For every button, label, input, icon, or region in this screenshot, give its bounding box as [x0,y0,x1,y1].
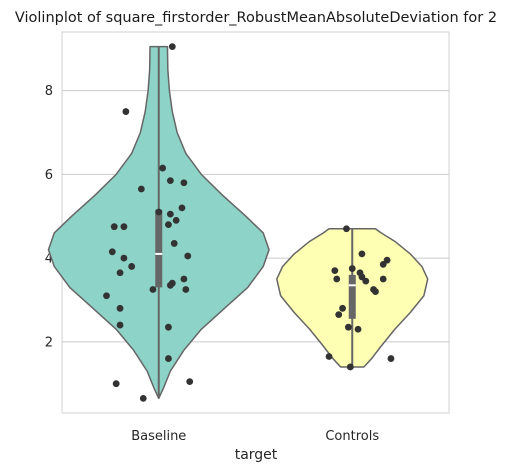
data-point [346,363,354,371]
violin-iqr-box [348,274,356,319]
data-point [372,288,379,295]
data-point [348,265,356,272]
x-axis-label: target [235,447,278,463]
data-point [120,223,128,231]
y-tick-label: 2 [45,335,53,350]
data-point [166,210,174,218]
data-point [112,380,120,388]
data-point [186,378,194,385]
strip-points [103,43,395,402]
data-point [139,394,147,402]
data-point [116,269,124,277]
data-point [168,43,176,51]
data-point [335,311,343,319]
x-tick-label: Controls [325,429,379,444]
y-tick-label: 6 [45,168,53,183]
data-point [165,221,172,228]
data-point [172,217,180,224]
data-point [379,275,387,283]
data-point [116,321,124,329]
data-point [184,252,192,260]
violins [47,45,429,400]
data-point [137,185,145,193]
y-tick-label: 4 [45,252,53,267]
data-point [108,248,116,256]
data-point [120,254,128,262]
data-point [166,281,174,289]
data-point [325,353,333,360]
data-point [387,355,395,362]
data-point [344,323,352,331]
data-point [116,304,124,312]
data-point [180,275,188,283]
data-point [178,204,186,212]
data-point [354,325,362,333]
data-point [379,260,387,268]
x-tick-label: Baseline [131,429,186,444]
data-point [165,355,172,362]
chart-title: Violinplot of square_firstorder_RobustMe… [15,10,497,26]
data-point [149,286,157,293]
violin-controls [276,228,429,368]
violin-iqr-box [155,209,163,288]
data-point [166,177,174,185]
data-point [333,275,341,283]
violin-baseline [47,45,270,400]
x-tick-labels: Baseline Controls [131,429,379,444]
data-point [180,179,188,187]
data-point [170,240,178,247]
data-point [128,263,136,270]
data-point [122,108,130,115]
data-point [110,223,118,231]
data-point [331,267,339,275]
data-point [182,286,190,293]
data-point [362,277,370,285]
data-point [165,323,172,331]
data-point [103,292,110,300]
data-point [343,225,350,233]
data-point [358,250,366,258]
data-point [155,208,163,216]
data-point [339,304,346,312]
data-point [159,164,167,172]
y-tick-labels: 2 4 6 8 [45,84,53,350]
y-tick-label: 8 [45,84,53,99]
